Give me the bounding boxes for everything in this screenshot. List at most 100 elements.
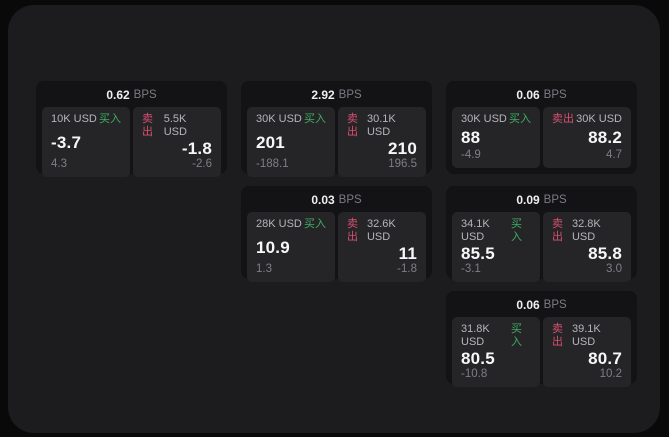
sell-price: 80.7	[588, 349, 622, 368]
quote-card-grid: 0.62 BPS 10K USD 买入 -3.7 4.3 卖出 5.5K USD	[37, 82, 636, 387]
buy-panel-top: 10K USD 买入	[51, 113, 121, 126]
buy-panel[interactable]: 28K USD 买入 10.9 1.3	[247, 212, 335, 282]
buy-button[interactable]: 买入	[509, 113, 531, 125]
buy-panel-top: 28K USD 买入	[256, 218, 326, 231]
sell-panel[interactable]: 卖出 30.1K USD 210 196.5	[338, 107, 426, 177]
quote-card: 0.06 BPS 30K USD 买入 88 -4.9 卖出 30K USD	[447, 82, 636, 173]
bps-header: 0.06 BPS	[447, 82, 636, 107]
sell-panel[interactable]: 卖出 32.6K USD 11 -1.8	[338, 212, 426, 282]
bps-value: 0.03	[311, 192, 335, 207]
sell-price: -1.8	[181, 139, 212, 158]
sell-button[interactable]: 卖出	[552, 218, 563, 243]
card-body: 30K USD 买入 201 -188.1 卖出 30.1K USD 210 1…	[242, 107, 431, 182]
bps-unit: BPS	[133, 88, 157, 101]
bps-header: 0.03 BPS	[242, 187, 431, 212]
sell-delta: -2.6	[192, 158, 212, 170]
card-body: 31.8K USD 买入 80.5 -10.8 卖出 39.1K USD 80.…	[447, 317, 636, 392]
sell-size: 39.1K USD	[571, 323, 601, 348]
buy-size: 10K USD	[51, 113, 97, 125]
buy-panel[interactable]: 10K USD 买入 -3.7 4.3	[42, 107, 130, 177]
sell-size: 32.8K USD	[571, 218, 601, 243]
buy-panel[interactable]: 30K USD 买入 88 -4.9	[452, 107, 540, 168]
sell-delta: 196.5	[388, 158, 417, 170]
buy-price: 80.5	[461, 349, 495, 368]
sell-button[interactable]: 卖出	[142, 113, 153, 138]
sell-price: 11	[398, 244, 417, 263]
bps-header: 0.62 BPS	[37, 82, 226, 107]
sell-size: 30K USD	[576, 113, 622, 125]
bps-header: 0.09 BPS	[447, 187, 636, 212]
sell-panel-top: 卖出 39.1K USD	[552, 323, 622, 349]
sell-delta: 4.7	[606, 149, 622, 161]
bps-value: 2.92	[311, 87, 335, 102]
sell-button[interactable]: 卖出	[347, 218, 358, 243]
quote-card: 2.92 BPS 30K USD 买入 201 -188.1 卖出 30.1K …	[242, 82, 431, 177]
buy-size: 30K USD	[461, 113, 507, 125]
sell-button[interactable]: 卖出	[552, 323, 563, 348]
buy-panel[interactable]: 31.8K USD 买入 80.5 -10.8	[452, 317, 540, 387]
sell-panel-top: 卖出 32.6K USD	[347, 218, 417, 244]
sell-panel[interactable]: 卖出 5.5K USD -1.8 -2.6	[133, 107, 221, 177]
buy-size: 34.1K USD	[461, 218, 490, 243]
buy-panel[interactable]: 34.1K USD 买入 85.5 -3.1	[452, 212, 540, 282]
bps-value: 0.09	[516, 192, 540, 207]
bps-unit: BPS	[543, 88, 567, 101]
buy-panel-top: 34.1K USD 买入	[461, 218, 531, 244]
sell-panel[interactable]: 卖出 30K USD 88.2 4.7	[543, 107, 631, 168]
sell-size: 30.1K USD	[366, 113, 396, 138]
sell-panel-top: 卖出 5.5K USD	[142, 113, 212, 139]
buy-button[interactable]: 买入	[511, 323, 523, 348]
app-window: 0.62 BPS 10K USD 买入 -3.7 4.3 卖出 5.5K USD	[8, 5, 660, 433]
buy-price: 88	[461, 128, 481, 147]
sell-panel-top: 卖出 30K USD	[552, 113, 622, 126]
buy-price: -3.7	[51, 132, 82, 152]
card-body: 34.1K USD 买入 85.5 -3.1 卖出 32.8K USD 85.8…	[447, 212, 636, 287]
buy-button[interactable]: 买入	[511, 218, 523, 243]
bps-unit: BPS	[338, 88, 362, 101]
buy-price: 201	[256, 132, 285, 152]
card-body: 30K USD 买入 88 -4.9 卖出 30K USD 88.2 4.7	[447, 107, 636, 173]
bps-unit: BPS	[543, 298, 567, 311]
sell-size: 32.6K USD	[366, 218, 396, 243]
bps-value: 0.06	[516, 87, 540, 102]
sell-price: 85.8	[588, 244, 622, 263]
buy-size: 28K USD	[256, 218, 302, 230]
sell-panel[interactable]: 卖出 32.8K USD 85.8 3.0	[543, 212, 631, 282]
sell-price: 210	[388, 139, 417, 158]
buy-button[interactable]: 买入	[304, 218, 326, 230]
buy-price: 10.9	[256, 237, 290, 257]
buy-delta: -3.1	[461, 263, 481, 275]
buy-size: 31.8K USD	[461, 323, 490, 348]
sell-delta: -1.8	[397, 263, 417, 275]
bps-unit: BPS	[338, 193, 362, 206]
buy-panel-top: 30K USD 买入	[461, 113, 531, 126]
buy-panel-top: 31.8K USD 买入	[461, 323, 531, 349]
sell-price: 88.2	[588, 128, 622, 147]
sell-button[interactable]: 卖出	[347, 113, 358, 138]
quote-card: 0.03 BPS 28K USD 买入 10.9 1.3 卖出 32.6K US…	[242, 187, 431, 282]
buy-delta: -10.8	[461, 368, 488, 380]
bps-value: 0.62	[106, 87, 130, 102]
buy-delta: 4.3	[51, 158, 67, 170]
card-body: 28K USD 买入 10.9 1.3 卖出 32.6K USD 11 -1.8	[242, 212, 431, 287]
sell-delta: 3.0	[606, 263, 622, 275]
buy-panel[interactable]: 30K USD 买入 201 -188.1	[247, 107, 335, 177]
buy-button[interactable]: 买入	[99, 113, 121, 125]
bps-value: 0.06	[516, 297, 540, 312]
buy-panel-top: 30K USD 买入	[256, 113, 326, 126]
sell-size: 5.5K USD	[163, 113, 187, 138]
card-body: 10K USD 买入 -3.7 4.3 卖出 5.5K USD -1.8 -2.…	[37, 107, 226, 182]
sell-button[interactable]: 卖出	[552, 113, 574, 125]
quote-card: 0.62 BPS 10K USD 买入 -3.7 4.3 卖出 5.5K USD	[37, 82, 226, 177]
sell-panel[interactable]: 卖出 39.1K USD 80.7 10.2	[543, 317, 631, 387]
buy-button[interactable]: 买入	[304, 113, 326, 125]
buy-delta: 1.3	[256, 263, 272, 275]
sell-panel-top: 卖出 30.1K USD	[347, 113, 417, 139]
bps-header: 2.92 BPS	[242, 82, 431, 107]
bps-unit: BPS	[543, 193, 567, 206]
sell-delta: 10.2	[599, 368, 622, 380]
buy-delta: -4.9	[461, 149, 481, 161]
bps-header: 0.06 BPS	[447, 292, 636, 317]
buy-delta: -188.1	[256, 158, 289, 170]
quote-card: 0.09 BPS 34.1K USD 买入 85.5 -3.1 卖出 32.8K…	[447, 187, 636, 282]
